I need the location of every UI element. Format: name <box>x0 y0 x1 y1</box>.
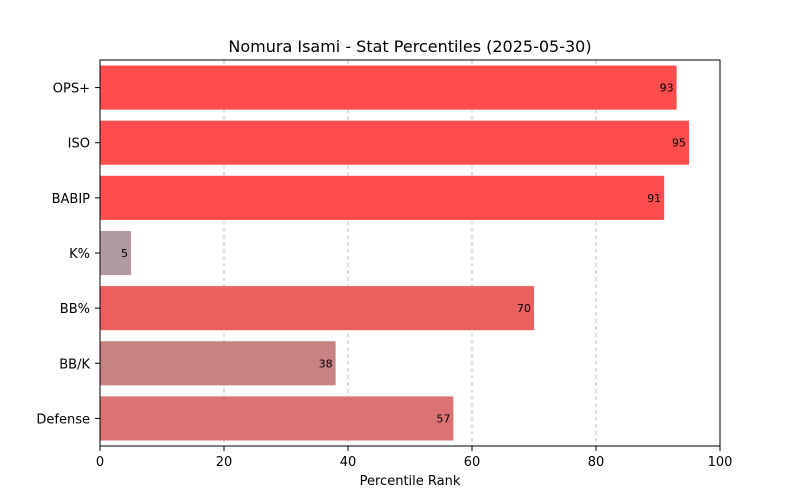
y-tick-label-4: BB% <box>60 302 90 317</box>
data-label-6: 57 <box>436 412 450 425</box>
data-label-3: 5 <box>121 247 128 260</box>
grid-lines <box>223 60 597 446</box>
x-tick-label-1: 20 <box>216 455 233 470</box>
y-tick-label-0: OPS+ <box>53 82 90 97</box>
data-label-4: 70 <box>517 302 531 315</box>
x-tick-label-0: 0 <box>96 455 104 470</box>
x-axis-ticks: 0 20 40 60 80 100 <box>96 446 733 470</box>
data-label-0: 93 <box>660 82 674 95</box>
data-label-5: 38 <box>319 357 333 370</box>
bar-5 <box>100 341 336 386</box>
plot-frame <box>99 59 721 447</box>
x-tick-label-3: 60 <box>464 455 481 470</box>
x-tick-label-4: 80 <box>588 455 605 470</box>
y-tick-label-6: Defense <box>36 412 90 427</box>
bar-3 <box>100 230 131 276</box>
chart-title: Nomura Isami - Stat Percentiles (2025-05… <box>228 37 591 56</box>
bar-4 <box>100 286 534 331</box>
data-label-2: 91 <box>647 192 661 205</box>
bar-0 <box>100 65 677 110</box>
x-axis-label: Percentile Rank <box>360 474 461 489</box>
bar-2 <box>100 175 665 220</box>
bar-1 <box>100 120 689 165</box>
y-tick-label-1: ISO <box>68 137 90 152</box>
data-label-1: 95 <box>672 137 686 150</box>
y-tick-label-3: K% <box>69 247 90 262</box>
y-axis-ticks: OPS+ ISO BABIP K% BB% BB/K Defense <box>36 82 100 427</box>
x-tick-label-2: 40 <box>340 455 357 470</box>
data-labels: 93 95 91 5 70 38 57 <box>121 82 686 426</box>
bar-6 <box>100 396 454 441</box>
x-tick-label-5: 100 <box>708 455 733 470</box>
bars <box>100 65 689 441</box>
y-tick-label-5: BB/K <box>59 357 90 372</box>
y-tick-label-2: BABIP <box>52 192 91 207</box>
